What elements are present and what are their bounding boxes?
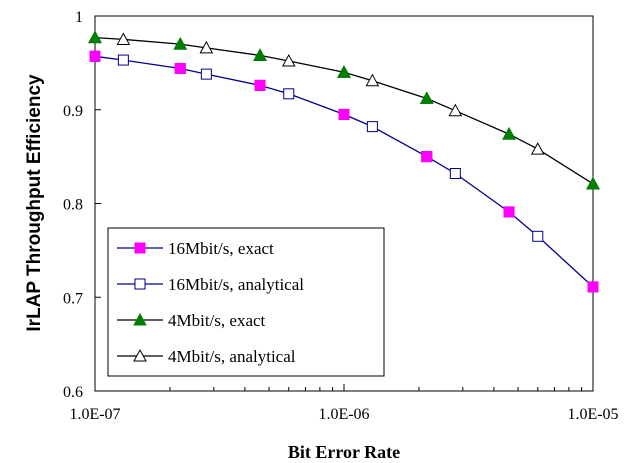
data-point	[337, 65, 351, 78]
data-point	[503, 206, 515, 218]
data-point	[587, 281, 599, 293]
data-point	[173, 37, 188, 50]
data-point	[116, 32, 131, 45]
data-point	[366, 121, 378, 133]
data-point	[133, 348, 147, 362]
legend-item: 16Mbit/s, exact	[117, 239, 274, 258]
data-point	[89, 50, 101, 62]
legend-box	[107, 227, 385, 377]
data-point	[365, 73, 380, 87]
series-0	[89, 50, 599, 293]
data-point	[419, 91, 434, 104]
data-point	[253, 48, 267, 61]
data-point	[200, 68, 212, 80]
legend-label: 4Mbit/s, exact	[168, 311, 266, 330]
data-point	[448, 103, 463, 117]
data-point	[283, 88, 295, 100]
y-axis: 0.6 0.7 0.8 0.9 1	[63, 9, 101, 401]
x-axis: 1.0E-07 1.0E-06 1.0E-05	[69, 384, 619, 423]
y-tick-label: 1	[75, 9, 83, 26]
legend-label: 16Mbit/s, analytical	[168, 275, 304, 294]
data-point	[421, 151, 433, 163]
legend-label: 16Mbit/s, exact	[168, 239, 274, 258]
x-tick-label: 1.0E-07	[69, 406, 120, 423]
y-tick-label: 0.9	[63, 103, 83, 120]
x-axis-label: Bit Error Rate	[288, 442, 400, 462]
data-point	[532, 230, 544, 242]
data-point	[199, 40, 214, 54]
y-tick-label: 0.7	[63, 290, 83, 307]
data-point	[281, 53, 296, 67]
legend-item: 16Mbit/s, analytical	[117, 275, 304, 294]
x-tick-label: 1.0E-06	[318, 406, 369, 423]
data-point	[88, 30, 102, 44]
data-point	[133, 312, 147, 326]
data-point	[174, 63, 186, 74]
y-tick-label: 0.8	[63, 197, 83, 214]
legend-label: 4Mbit/s, analytical	[168, 347, 296, 366]
data-point	[117, 54, 129, 66]
data-point	[338, 108, 350, 120]
data-point	[530, 142, 545, 155]
series-2	[88, 30, 600, 190]
data-point	[134, 242, 146, 254]
data-point	[502, 127, 516, 140]
data-point	[449, 168, 461, 179]
data-point	[586, 176, 600, 190]
legend-item: 4Mbit/s, analytical	[117, 347, 296, 366]
data-point	[254, 79, 266, 91]
y-axis-label: IrLAP Throughput Efficiency	[24, 74, 45, 332]
x-tick-label: 1.0E-05	[567, 406, 618, 423]
y-tick-label: 0.6	[63, 384, 83, 401]
series-layer	[88, 30, 600, 293]
data-point	[134, 278, 146, 290]
legend-item: 4Mbit/s, exact	[117, 311, 266, 330]
legend: 16Mbit/s, exact 16Mbit/s, analytical 4Mbit…	[107, 227, 385, 377]
